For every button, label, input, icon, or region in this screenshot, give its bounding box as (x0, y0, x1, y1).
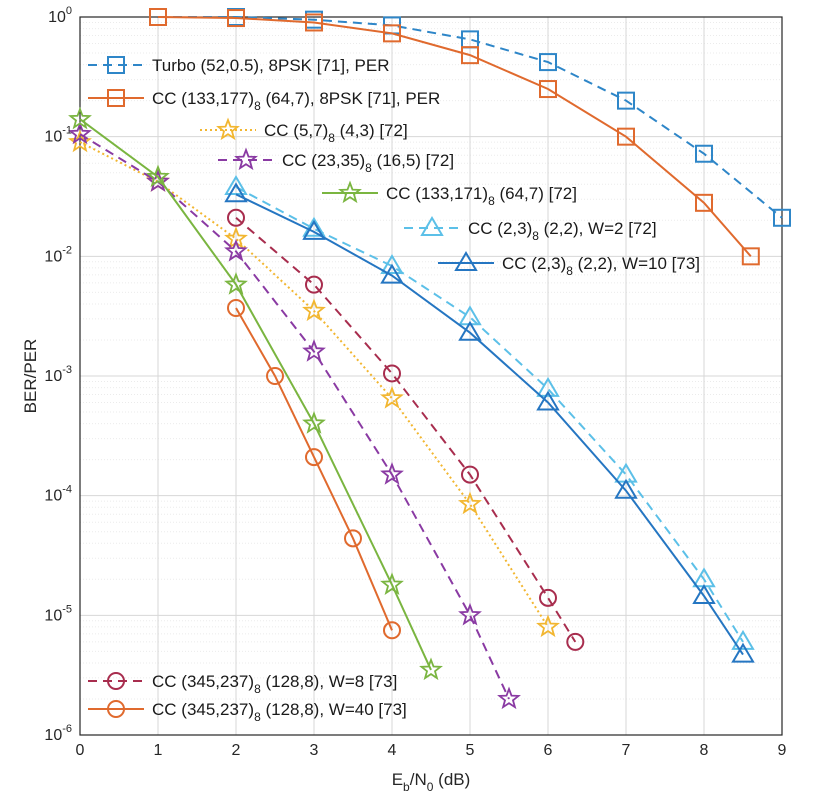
y-tick-label: 10-2 (44, 244, 72, 265)
series-5 (71, 109, 441, 678)
series-6 (226, 177, 753, 649)
x-tick-label: 3 (310, 742, 319, 759)
legend-item: CC (2,3)8 (2,2), W=2 [72] (404, 218, 657, 243)
legend-label: CC (133,177)8 (64,7), 8PSK [71], PER (152, 89, 440, 113)
grid (80, 17, 782, 735)
legend-item: CC (345,237)8 (128,8), W=40 [73] (88, 700, 407, 724)
legend-label: Turbo (52,0.5), 8PSK [71], PER (152, 56, 390, 75)
x-tick-label: 2 (232, 742, 241, 759)
series-8 (228, 210, 583, 650)
tick-labels: 0 1 2 3 4 5 6 7 8 9 100 10-1 10-2 10-3 10-4 10-5 10-6 (44, 5, 786, 759)
legend-label: CC (345,237)8 (128,8), W=40 [73] (152, 700, 407, 724)
y-tick-label: 100 (48, 5, 72, 26)
y-tick-label: 10-6 (44, 723, 72, 744)
y-tick-label: 10-1 (44, 125, 72, 146)
series-line (236, 218, 575, 642)
legend-label: CC (2,3)8 (2,2), W=10 [73] (502, 254, 700, 278)
series-line (80, 119, 431, 670)
series-layer (71, 9, 791, 707)
legend-item: CC (5,7)8 (4,3) [72] (200, 120, 408, 145)
legend-label: CC (5,7)8 (4,3) [72] (264, 121, 408, 145)
star-marker (237, 150, 256, 168)
y-tick-label: 10-4 (44, 484, 72, 505)
star-marker (219, 120, 238, 138)
y-tick-label: 10-3 (44, 364, 72, 385)
legend-item: Turbo (52,0.5), 8PSK [71], PER (88, 56, 390, 75)
x-tick-label: 8 (700, 742, 709, 759)
legend-label: CC (23,35)8 (16,5) [72] (282, 151, 454, 175)
legend-item: CC (133,171)8 (64,7) [72] (322, 183, 577, 208)
legend-item: CC (23,35)8 (16,5) [72] (218, 150, 454, 175)
y-tick-label: 10-5 (44, 603, 72, 624)
legend-label: CC (2,3)8 (2,2), W=2 [72] (468, 219, 657, 243)
legend-layer: Turbo (52,0.5), 8PSK [71], PER CC (133,17… (88, 56, 700, 724)
x-axis-label: Eb/N0 (dB) (392, 770, 471, 794)
x-tick-label: 0 (76, 742, 85, 759)
x-tick-label: 9 (778, 742, 787, 759)
x-tick-label: 7 (622, 742, 631, 759)
legend-item: CC (345,237)8 (128,8), W=8 [73] (88, 672, 397, 696)
x-tick-label: 6 (544, 742, 553, 759)
y-axis-label: BER/PER (21, 339, 40, 414)
x-tick-label: 4 (388, 742, 397, 759)
x-tick-label: 1 (154, 742, 163, 759)
legend-label: CC (345,237)8 (128,8), W=8 [73] (152, 672, 397, 696)
x-tick-label: 5 (466, 742, 475, 759)
